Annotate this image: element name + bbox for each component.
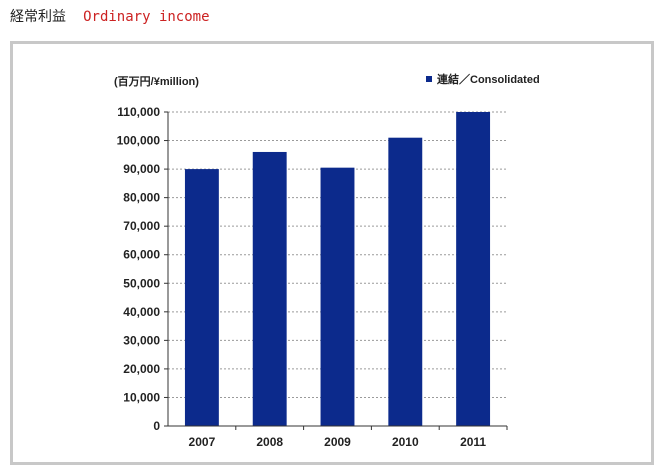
y-tick-label: 0 [153, 419, 160, 433]
y-axis-ticks: 0 10,000 20,000 30,000 40,000 50,000 60,000 70,… [117, 105, 168, 433]
x-axis-ticks: 2007 2008 2009 2010 2011 [189, 426, 508, 449]
bar-2010 [388, 137, 423, 426]
x-tick-label: 2010 [392, 435, 419, 449]
x-tick-label: 2008 [256, 435, 283, 449]
y-tick-label: 20,000 [123, 362, 160, 376]
bar-2009 [320, 167, 355, 426]
legend-swatch [426, 76, 432, 82]
y-tick-label: 30,000 [123, 333, 160, 347]
y-tick-label: 10,000 [123, 390, 160, 404]
chart-panel: (百万円/¥million) 連結／Consolidated 0 10,000 20… [10, 41, 654, 465]
bar-2007 [184, 169, 219, 426]
bar-chart: (百万円/¥million) 連結／Consolidated 0 10,000 20… [114, 72, 540, 449]
x-tick-label: 2007 [189, 435, 216, 449]
chart-header: 経常利益 Ordinary income [10, 6, 210, 26]
bars [184, 112, 491, 427]
title-english: Ordinary income [83, 9, 210, 25]
legend-label: 連結／Consolidated [437, 72, 540, 86]
legend: 連結／Consolidated [426, 72, 540, 86]
y-tick-label: 40,000 [123, 305, 160, 319]
y-unit-label: (百万円/¥million) [114, 75, 199, 88]
x-tick-label: 2011 [460, 435, 486, 449]
y-tick-label: 90,000 [123, 162, 160, 176]
y-tick-label: 70,000 [123, 219, 160, 233]
y-tick-label: 100,000 [117, 134, 161, 148]
x-tick-label: 2009 [324, 435, 351, 449]
bar-2011 [456, 112, 491, 426]
y-tick-label: 50,000 [123, 276, 160, 290]
axes [167, 112, 507, 427]
y-tick-label: 110,000 [117, 105, 160, 119]
bar-2008 [252, 151, 287, 427]
y-tick-label: 80,000 [123, 191, 160, 205]
title-japanese: 経常利益 [10, 9, 66, 25]
y-tick-label: 60,000 [123, 248, 160, 262]
